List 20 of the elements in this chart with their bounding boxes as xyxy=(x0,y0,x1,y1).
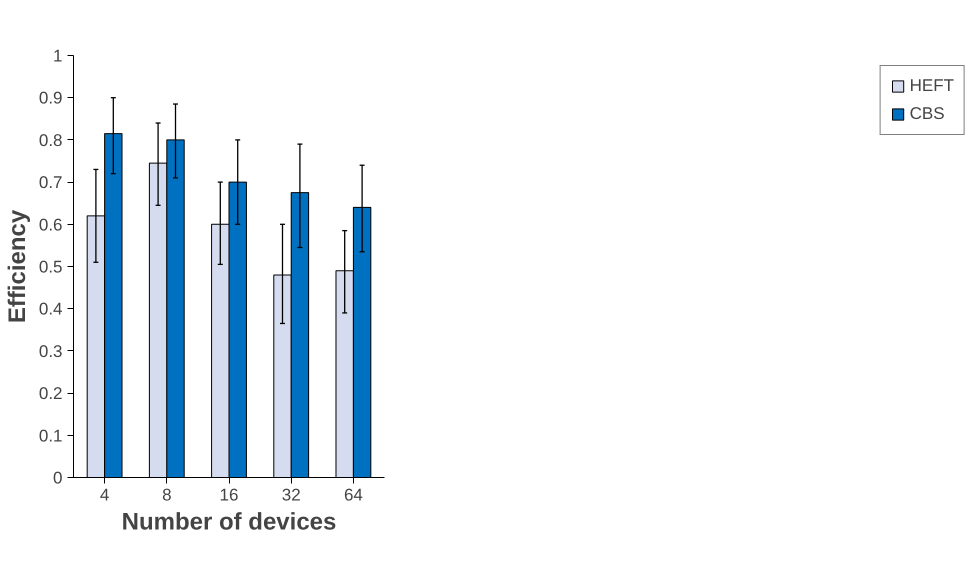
y-tick-label: 1 xyxy=(53,46,63,66)
x-tick-label: 32 xyxy=(282,486,301,504)
x-tick-label: 64 xyxy=(344,486,363,504)
y-tick-label: 0.7 xyxy=(38,173,63,192)
y-tick-label: 0.9 xyxy=(38,88,63,108)
y-tick-label: 0 xyxy=(53,468,63,488)
x-tick-label: 4 xyxy=(100,486,110,504)
legend-label: CBS xyxy=(910,104,945,124)
x-axis-title: Number of devices xyxy=(122,508,336,536)
y-tick-label: 0.2 xyxy=(38,384,63,404)
y-axis-title: Efficiency xyxy=(4,209,31,324)
legend-label: HEFT xyxy=(910,76,954,96)
x-tick-label: 16 xyxy=(220,486,238,504)
y-tick-label: 0.4 xyxy=(38,300,63,319)
y-tick-label: 0.3 xyxy=(38,342,63,361)
y-tick-label: 0.5 xyxy=(38,258,63,276)
y-tick-label: 0.1 xyxy=(38,426,63,446)
x-tick-label: 8 xyxy=(162,486,172,504)
y-tick-label: 0.8 xyxy=(38,130,63,150)
y-tick-label: 0.6 xyxy=(38,215,63,234)
